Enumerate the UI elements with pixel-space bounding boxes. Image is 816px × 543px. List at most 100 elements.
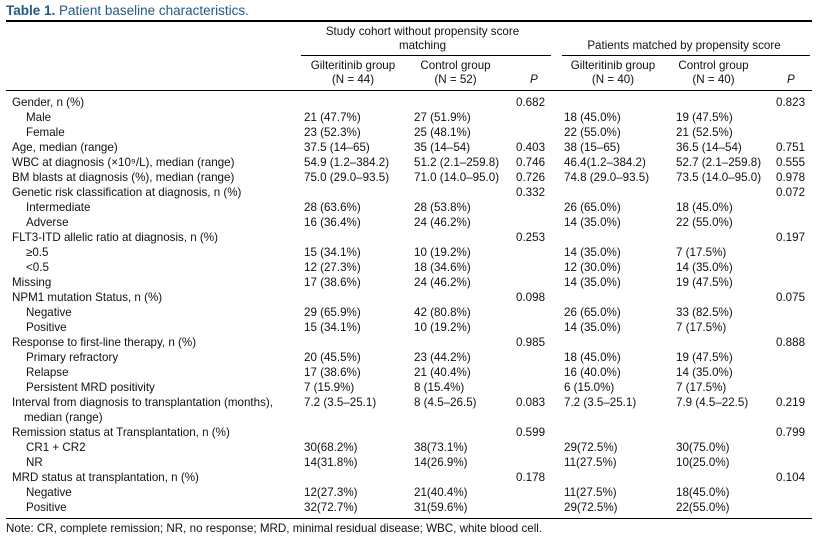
cell-p-matched: 0.978 (776, 171, 806, 184)
row-label: FLT3-ITD allelic ratio at diagnosis, n (… (12, 231, 218, 244)
row-label: Missing (12, 276, 52, 289)
cell-gil-unmatched: 75.0 (29.0–93.5) (304, 171, 390, 184)
cell-gil-unmatched: 12(27.3%) (304, 486, 358, 499)
row-label: Intermediate (26, 201, 91, 214)
cell-gil-unmatched: 23 (52.3%) (304, 126, 361, 139)
row-label: Adverse (26, 216, 69, 229)
cell-gil-matched: 18 (45.0%) (564, 351, 621, 364)
row-label: ≥0.5 (26, 246, 49, 259)
cell-ctl-matched: 22 (55.0%) (676, 216, 733, 229)
col-ctl-unmatched-name: Control group (420, 59, 491, 72)
cell-ctl-unmatched: 14(26.9%) (414, 456, 468, 469)
cell-ctl-matched: 22(55.0%) (676, 501, 730, 514)
cell-ctl-unmatched: 27 (51.9%) (414, 111, 471, 124)
cell-p-matched: 0.072 (776, 186, 806, 199)
cell-p-matched: 0.219 (776, 396, 806, 409)
cell-gil-unmatched: 21 (47.7%) (304, 111, 361, 124)
cell-p-matched: 0.888 (776, 336, 806, 349)
cell-p-matched: 0.555 (776, 156, 806, 169)
cell-gil-unmatched: 16 (36.4%) (304, 216, 361, 229)
cell-ctl-unmatched: 8 (4.5–26.5) (414, 396, 477, 409)
row-label: <0.5 (26, 261, 49, 274)
col-ctl-matched-name: Control group (678, 59, 749, 72)
cell-ctl-matched: 21 (52.5%) (676, 126, 733, 139)
row-label: Interval from diagnosis to transplantati… (12, 396, 273, 409)
cell-gil-unmatched: 30(68.2%) (304, 441, 358, 454)
cell-p-matched: 0.104 (776, 471, 806, 484)
row-label: Positive (26, 501, 67, 514)
cell-ctl-unmatched: 35 (14–54) (414, 141, 471, 154)
row-label: Response to first-line therapy, n (%) (12, 336, 197, 349)
cell-p-unmatched: 0.599 (516, 426, 546, 439)
col-gil-matched-name: Gilteritinib group (570, 59, 656, 72)
cell-gil-matched: 14 (35.0%) (564, 216, 621, 229)
cell-ctl-unmatched: 24 (46.2%) (414, 216, 471, 229)
cell-p-unmatched: 0.726 (516, 171, 546, 184)
table-note: Note: CR, complete remission; NR, no res… (6, 522, 543, 535)
cell-gil-matched: 26 (65.0%) (564, 201, 621, 214)
cell-p-unmatched: 0.178 (516, 471, 546, 484)
cell-gil-unmatched: 12 (27.3%) (304, 261, 361, 274)
table-label: Table 1. (6, 3, 56, 18)
cell-ctl-unmatched: 25 (48.1%) (414, 126, 471, 139)
cell-gil-matched: 14 (35.0%) (564, 321, 621, 334)
group-rule-matched (562, 55, 810, 56)
cell-gil-unmatched: 28 (63.6%) (304, 201, 361, 214)
cell-gil-matched: 16 (40.0%) (564, 366, 621, 379)
cell-gil-matched: 14 (35.0%) (564, 276, 621, 289)
cell-ctl-matched: 7 (17.5%) (676, 321, 727, 334)
cell-ctl-matched: 52.7 (2.1–259.8) (676, 156, 762, 169)
col-ctl-unmatched-n: (N = 52) (434, 73, 477, 86)
cell-ctl-unmatched: 18 (34.6%) (414, 261, 471, 274)
cell-p-matched: 0.075 (776, 291, 806, 304)
cell-p-unmatched: 0.332 (516, 186, 546, 199)
cell-gil-matched: 46.4(1.2–384.2) (564, 156, 646, 169)
row-label: NPM1 mutation Status, n (%) (12, 291, 163, 304)
row-label: Negative (26, 486, 72, 499)
cell-gil-unmatched: 29 (65.9%) (304, 306, 361, 319)
cell-gil-matched: 29(72.5%) (564, 441, 618, 454)
row-label: WBC at diagnosis (×10⁹/L), median (range… (12, 156, 235, 169)
cell-gil-unmatched: 20 (45.5%) (304, 351, 361, 364)
cell-gil-unmatched: 37.5 (14–65) (304, 141, 370, 154)
cell-ctl-unmatched: 71.0 (14.0–95.0) (414, 171, 500, 184)
cell-ctl-unmatched: 8 (15.4%) (414, 381, 465, 394)
cell-gil-matched: 14 (35.0%) (564, 246, 621, 259)
col-p-matched: P (787, 73, 795, 86)
cell-ctl-matched: 14 (35.0%) (676, 261, 733, 274)
col-gil-unmatched-n: (N = 44) (331, 73, 375, 86)
row-label: Negative (26, 306, 72, 319)
top-rule (6, 20, 812, 22)
col-gil-unmatched-name: Gilteritinib group (310, 59, 396, 72)
cell-ctl-matched: 30(75.0%) (676, 441, 730, 454)
row-label: Primary refractory (26, 351, 119, 364)
cell-p-unmatched: 0.746 (516, 156, 546, 169)
row-label: Age, median (range) (12, 141, 118, 154)
cell-gil-matched: 29(72.5%) (564, 501, 618, 514)
cell-ctl-matched: 73.5 (14.0–95.0) (676, 171, 762, 184)
cell-p-unmatched: 0.098 (516, 291, 546, 304)
bottom-rule (6, 518, 812, 519)
cell-p-matched: 0.823 (776, 96, 806, 109)
cell-gil-matched: 18 (45.0%) (564, 111, 621, 124)
cell-ctl-matched: 10(25.0%) (676, 456, 730, 469)
group-header-matched: Patients matched by propensity score (587, 39, 781, 52)
row-label: Positive (26, 321, 67, 334)
cell-gil-unmatched: 32(72.7%) (304, 501, 358, 514)
cell-gil-unmatched: 7.2 (3.5–25.1) (304, 396, 377, 409)
cell-gil-unmatched: 54.9 (1.2–384.2) (304, 156, 390, 169)
cell-gil-matched: 38 (15–65) (564, 141, 621, 154)
cell-ctl-matched: 18 (45.0%) (676, 201, 733, 214)
cell-ctl-matched: 19 (47.5%) (676, 351, 733, 364)
cell-ctl-unmatched: 10 (19.2%) (414, 246, 471, 259)
cell-p-matched: 0.197 (776, 231, 806, 244)
cell-gil-unmatched: 7 (15.9%) (304, 381, 355, 394)
cell-gil-matched: 22 (55.0%) (564, 126, 621, 139)
cell-gil-matched: 12 (30.0%) (564, 261, 621, 274)
row-label: MRD status at transplantation, n (%) (12, 471, 199, 484)
cell-p-matched: 0.751 (776, 141, 806, 154)
row-label-continued: median (range) (24, 411, 103, 424)
cell-ctl-unmatched: 38(73.1%) (414, 441, 468, 454)
cell-ctl-matched: 7 (17.5%) (676, 246, 727, 259)
